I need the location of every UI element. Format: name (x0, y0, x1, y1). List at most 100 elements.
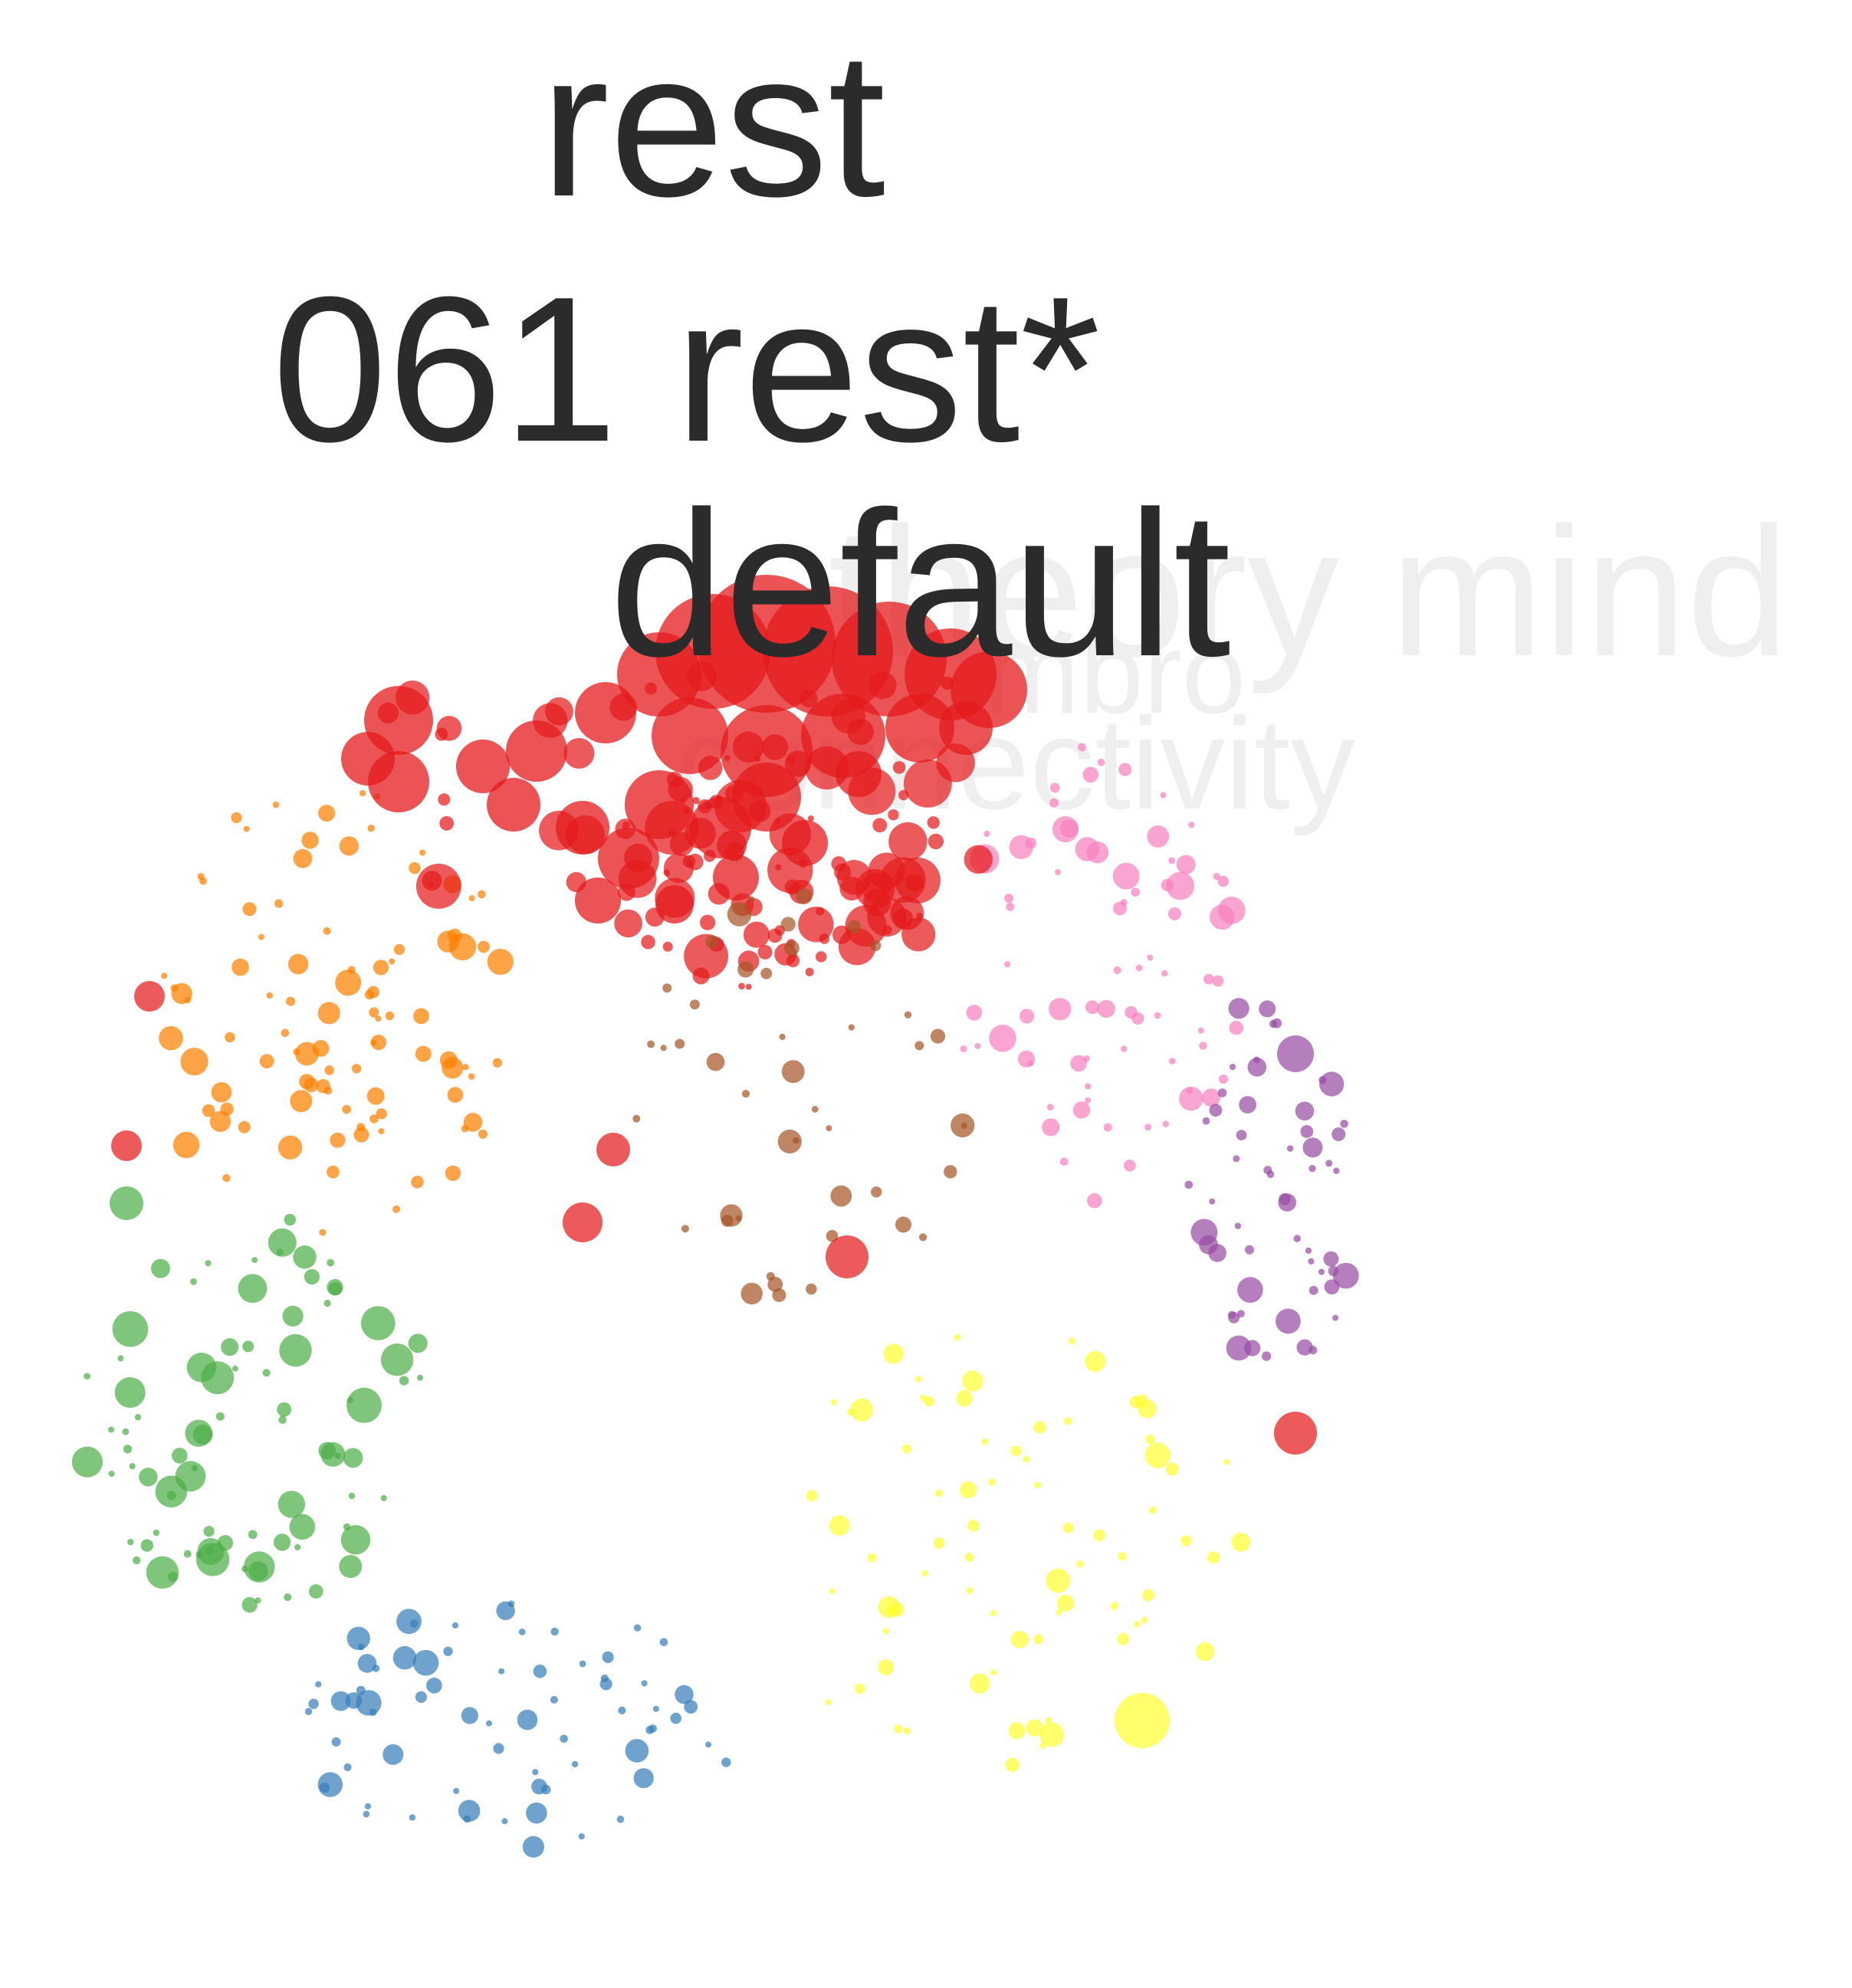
node-brown (895, 1216, 911, 1233)
node-pink (1082, 766, 1098, 783)
node-yellow (1069, 1337, 1075, 1345)
node-blue (684, 1700, 698, 1714)
node-yellow (830, 1399, 837, 1406)
node-pink (1049, 998, 1072, 1021)
node-pink (1179, 1086, 1203, 1111)
node-green (304, 1268, 320, 1285)
node-brown (767, 1277, 783, 1292)
node-purple (1305, 1247, 1312, 1254)
node-green (380, 1343, 414, 1376)
node-yellow (1076, 1560, 1084, 1568)
node-blue (461, 1707, 478, 1724)
node-pink (1203, 973, 1214, 985)
node-pink (1219, 1074, 1228, 1084)
node-pink (1229, 1020, 1244, 1035)
node-green (339, 1555, 363, 1578)
node-red (757, 944, 773, 960)
node-yellow (1207, 1551, 1220, 1564)
node-green (205, 1260, 212, 1267)
node-green (140, 1539, 153, 1552)
node-pink (1006, 902, 1015, 911)
node-orange (281, 1028, 290, 1038)
hub-node (415, 864, 461, 909)
hub-node (872, 818, 888, 833)
node-purple (1308, 1258, 1315, 1265)
node-orange (339, 836, 359, 856)
node-green (294, 1543, 301, 1550)
node-blue (304, 1708, 313, 1715)
node-green (251, 1257, 258, 1264)
node-green (215, 1412, 225, 1421)
node-yellow (1056, 1609, 1062, 1616)
node-brown (783, 940, 800, 956)
node-green (134, 1414, 142, 1421)
node-red (819, 933, 830, 944)
hub-node (725, 841, 744, 861)
node-blue (579, 1660, 586, 1668)
node-green (155, 1475, 188, 1507)
node-purple (1325, 1160, 1333, 1167)
node-green (84, 1373, 90, 1379)
hub-node (928, 833, 944, 850)
node-yellow (1134, 1621, 1141, 1628)
node-green (117, 1355, 124, 1362)
node-pink (1046, 1104, 1054, 1110)
node-yellow (921, 1570, 928, 1576)
node-yellow (1138, 1399, 1157, 1419)
node-pink (1167, 907, 1181, 920)
hub-node (563, 738, 595, 769)
node-purple (1293, 1235, 1301, 1242)
node-pink (966, 1005, 983, 1021)
node-yellow (1034, 1481, 1041, 1489)
node-brown (930, 1028, 946, 1044)
node-orange (447, 1087, 464, 1103)
node-orange (202, 1104, 215, 1117)
node-green (327, 1258, 334, 1267)
node-green (108, 1426, 114, 1433)
hub-node (377, 702, 399, 724)
node-purple (1226, 1335, 1252, 1361)
hub-node (782, 820, 828, 866)
node-purple (1247, 1058, 1267, 1077)
node-pink (1212, 975, 1224, 987)
node-yellow (1046, 1568, 1071, 1593)
hub-node (566, 815, 605, 855)
node-green (323, 1299, 331, 1307)
node-blue (364, 1803, 371, 1810)
node-pink (1085, 1000, 1099, 1015)
node-blue (345, 1692, 363, 1709)
node-orange (238, 1120, 251, 1133)
node-green (380, 1494, 387, 1501)
node-red (692, 797, 700, 805)
node-pink (1120, 899, 1128, 906)
node-green (328, 1281, 343, 1296)
node-pink (1027, 1060, 1034, 1067)
node-blue (616, 1816, 625, 1823)
node-purple (1237, 1277, 1263, 1303)
node-purple (1332, 1314, 1339, 1321)
node-purple (1277, 1035, 1314, 1072)
node-green (133, 1556, 141, 1565)
node-blue (415, 1691, 428, 1703)
node-brown (944, 1165, 957, 1179)
node-brown (737, 961, 754, 978)
node-green (172, 1448, 188, 1464)
node-orange (318, 805, 336, 822)
hub-node (652, 697, 728, 774)
node-green (122, 1428, 130, 1435)
node-purple (1295, 1101, 1315, 1120)
node-blue (560, 1734, 568, 1744)
node-green (129, 1463, 136, 1470)
node-green (361, 1306, 396, 1340)
node-orange (290, 1090, 313, 1113)
node-red (767, 928, 783, 943)
hub-node (533, 703, 568, 738)
node-blue (412, 1649, 439, 1676)
hub-node (800, 689, 818, 708)
node-yellow (1223, 1458, 1230, 1465)
node-pink (1197, 1027, 1204, 1034)
node-orange (323, 927, 331, 935)
node-pink (1118, 763, 1132, 776)
node-yellow (967, 1520, 980, 1532)
